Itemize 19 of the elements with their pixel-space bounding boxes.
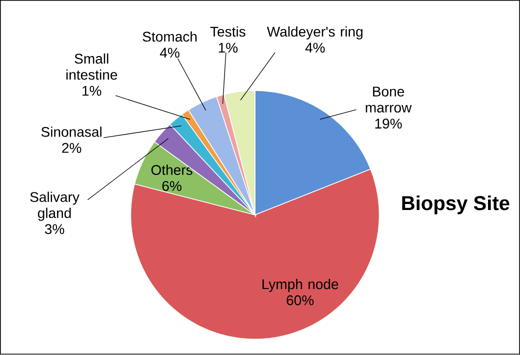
data-label: 2%: [62, 143, 82, 154]
slice-label: Stomach: [142, 32, 197, 42]
data-label: 6%: [162, 181, 182, 192]
data-label: 3%: [44, 224, 64, 234]
slice-label: Testis: [210, 26, 246, 37]
data-label: 4%: [160, 48, 180, 58]
data-label: 1%: [218, 43, 238, 53]
data-label: 60%: [286, 296, 314, 306]
text: Biopsy Site: [402, 196, 510, 214]
slice-label: Waldeyer's ring: [266, 26, 362, 40]
slice-label: Sinonasal: [41, 126, 102, 138]
data-label: 1%: [82, 86, 102, 96]
slice-label: Bone marrow: [366, 86, 412, 113]
data-label: 4%: [305, 43, 325, 53]
data-label: 19%: [375, 118, 402, 129]
slice-label: Lymph node: [262, 279, 338, 292]
slice-label: Salivary gland: [30, 192, 80, 221]
slice-label: Others: [151, 164, 192, 176]
slice-label: Small intestine: [66, 54, 118, 80]
